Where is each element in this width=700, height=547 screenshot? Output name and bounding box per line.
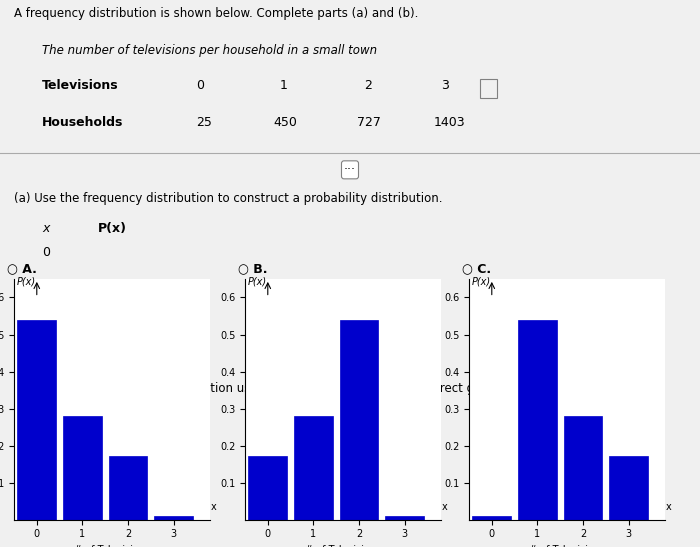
Text: The number of televisions per household in a small town: The number of televisions per household … [42,44,377,57]
Text: 1403: 1403 [434,116,466,129]
Bar [154,516,193,520]
Bar [108,456,147,520]
X-axis label: # of Televisions: # of Televisions [305,545,381,547]
Text: ○ A.: ○ A. [7,263,37,276]
Bar [63,416,102,520]
FancyBboxPatch shape [91,248,140,273]
Text: 2: 2 [364,79,372,92]
Bar [609,456,648,520]
Bar [564,416,602,520]
Text: P(x): P(x) [247,276,267,287]
Text: P(x): P(x) [471,276,491,287]
FancyBboxPatch shape [91,317,140,342]
Text: P(x): P(x) [16,276,36,287]
Text: 727: 727 [357,116,381,129]
Text: (b) Graph the probability distribution using a histogram. Choose the correct gra: (b) Graph the probability distribution u… [14,382,652,394]
Text: (a) Use the frequency distribution to construct a probability distribution.: (a) Use the frequency distribution to co… [14,192,442,205]
Text: 1: 1 [42,281,50,294]
Bar [385,516,424,520]
Bar [473,516,511,520]
Text: ○ C.: ○ C. [462,263,491,276]
Text: 450: 450 [273,116,297,129]
Text: 3: 3 [42,350,50,363]
Text: 3: 3 [441,79,449,92]
FancyBboxPatch shape [480,79,497,98]
Text: 0: 0 [42,246,50,259]
Text: Households: Households [42,116,123,129]
Text: 0: 0 [196,79,204,92]
Text: ○ B.: ○ B. [238,263,267,276]
Text: P(x): P(x) [98,222,127,235]
X-axis label: # of Televisions: # of Televisions [74,545,150,547]
Bar [294,416,332,520]
Bar [18,320,56,520]
Text: 2: 2 [42,315,50,328]
Bar [248,456,287,520]
X-axis label: # of Televisions: # of Televisions [529,545,605,547]
Text: A frequency distribution is shown below. Complete parts (a) and (b).: A frequency distribution is shown below.… [14,7,419,20]
FancyBboxPatch shape [91,283,140,307]
Bar [518,320,556,520]
Text: x: x [442,502,448,512]
Text: x: x [666,502,672,512]
Bar [340,320,378,520]
Text: 1: 1 [280,79,288,92]
Text: 25: 25 [196,116,212,129]
Text: ···: ··· [344,164,356,176]
Text: Televisions: Televisions [42,79,118,92]
Text: x: x [211,502,217,512]
FancyBboxPatch shape [91,352,140,376]
Text: x: x [42,222,50,235]
